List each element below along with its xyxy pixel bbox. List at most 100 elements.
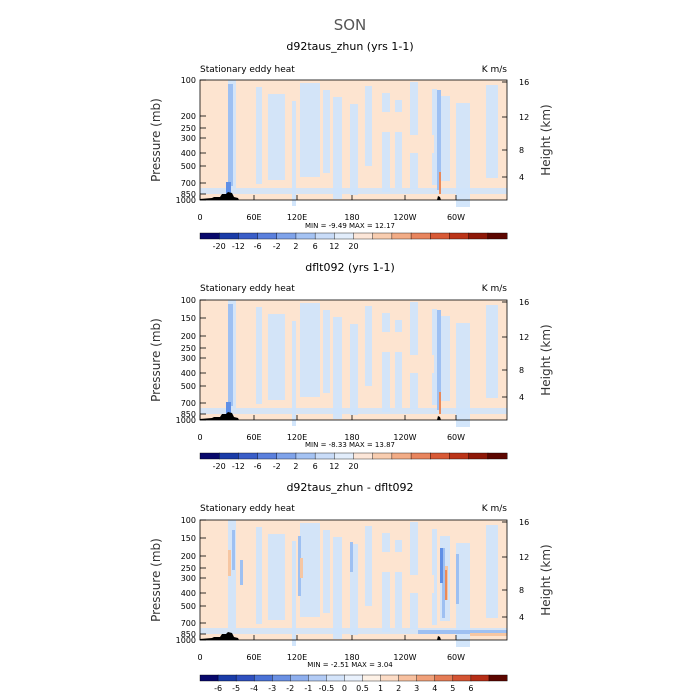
- field-negative-patch: [365, 306, 372, 386]
- terrain-mask: [200, 632, 239, 640]
- y-tick-label: 700: [181, 399, 196, 408]
- y-tick-label: 500: [181, 162, 196, 171]
- y-tick-label: 400: [181, 149, 196, 158]
- terrain-mask: [437, 416, 441, 420]
- field-negative-patch: [350, 324, 358, 415]
- colorbar-box: [295, 232, 316, 240]
- y-axis-title: Pressure (mb): [149, 538, 163, 622]
- y-right-axis-title: Height (km): [539, 104, 553, 175]
- colorbar-box: [235, 674, 255, 682]
- y-right-tick-label: 8: [519, 586, 524, 595]
- colorbar-box: [398, 674, 418, 682]
- y-tick-label: 200: [181, 332, 196, 341]
- colorbar-box: [326, 674, 345, 682]
- y-right-tick-label: 16: [519, 298, 529, 307]
- panel-1: d92taus_zhun (yrs 1-1) Stationary eddy he…: [149, 40, 553, 251]
- colorbar-tick-label: 2: [396, 684, 401, 693]
- y-tick-label: 850: [181, 630, 196, 639]
- x-tick-label: 120E: [287, 213, 307, 222]
- colorbar-box: [238, 232, 259, 240]
- field-negative-patch: [300, 83, 320, 177]
- field-negative-patch: [395, 100, 402, 188]
- terrain-mask: [437, 636, 441, 640]
- colorbar-tick-label: -0.5: [319, 684, 335, 693]
- panel-right-label: K m/s: [482, 65, 508, 75]
- panel-title: d92taus_zhun - dflt092: [286, 481, 413, 494]
- x-tick-label: 120E: [287, 653, 307, 662]
- colorbar-box: [199, 232, 220, 240]
- colorbar-box: [430, 232, 450, 240]
- x-tick-label: 120W: [393, 653, 416, 662]
- colorbar-box: [416, 674, 436, 682]
- colorbar-tick-label: -20: [213, 462, 226, 471]
- min-max-label: MIN = -9.49 MAX = 12.17: [305, 222, 395, 230]
- colorbar-box: [430, 452, 450, 460]
- field-negative-patch: [323, 90, 330, 173]
- field-negative-patch: [333, 317, 342, 419]
- x-tick-label: 180: [344, 433, 359, 442]
- field-negative-patch: [333, 97, 342, 199]
- colorbar-box: [334, 452, 354, 460]
- field-negative-core: [437, 90, 441, 190]
- colorbar-box: [391, 232, 412, 240]
- colorbar-box: [218, 232, 239, 240]
- panel-right-label: K m/s: [482, 504, 508, 514]
- colorbar-box: [434, 674, 454, 682]
- x-tick-label: 60E: [246, 653, 261, 662]
- colorbar-box: [199, 674, 219, 682]
- plot-frame: [199, 299, 508, 421]
- colorbar-box: [308, 674, 327, 682]
- colorbar-box: [290, 674, 309, 682]
- field-positive-core: [470, 633, 507, 636]
- colorbar-box: [372, 452, 393, 460]
- field-negative-patch: [365, 526, 372, 606]
- min-max-label: MIN = -8.33 MAX = 13.87: [305, 441, 395, 449]
- y-tick-label: 1000: [176, 636, 196, 645]
- colorbar-box: [380, 674, 400, 682]
- colorbar-box: [391, 452, 412, 460]
- field-negative-patch: [256, 527, 262, 624]
- y-tick-label: 500: [181, 602, 196, 611]
- colorbar-box: [295, 452, 316, 460]
- colorbar-tick-label: -12: [232, 242, 245, 251]
- field-negative-core: [418, 630, 507, 634]
- field-negative-patch: [292, 101, 296, 206]
- field-positive-patch: [410, 575, 434, 593]
- field-positive-patch: [380, 112, 410, 132]
- colorbar-box: [272, 674, 291, 682]
- colorbar-box: [314, 232, 335, 240]
- x-tick-label: 0: [197, 213, 202, 222]
- field-negative-core: [226, 182, 231, 194]
- field-negative-patch: [292, 541, 296, 646]
- y-right-tick-label: 12: [519, 113, 529, 122]
- terrain-mask: [200, 412, 239, 420]
- field-negative-core: [228, 84, 233, 186]
- field-negative-core: [442, 548, 445, 618]
- colorbar-box: [218, 452, 239, 460]
- field-negative-core: [350, 542, 353, 572]
- field-negative-patch: [200, 408, 507, 414]
- colorbar-tick-label: -6: [254, 462, 262, 471]
- colorbar-tick-label: 6: [468, 684, 473, 693]
- field-negative-patch: [395, 540, 402, 628]
- field-positive-patch: [410, 355, 434, 373]
- field-negative-patch: [228, 520, 236, 628]
- field-negative-patch: [365, 86, 372, 166]
- colorbar-tick-label: -1: [304, 684, 312, 693]
- field-positive-patch: [380, 332, 410, 352]
- field-negative-core: [240, 560, 243, 585]
- field-positive-core: [445, 570, 447, 600]
- colorbar-tick-label: 1: [378, 684, 383, 693]
- y-right-tick-label: 16: [519, 518, 529, 527]
- panel-3: d92taus_zhun - dflt092 Stationary eddy he…: [149, 481, 553, 693]
- y-right-axis-title: Height (km): [539, 324, 553, 395]
- y-axis-title: Pressure (mb): [149, 98, 163, 182]
- field-positive-patch: [380, 552, 410, 572]
- colorbar-box: [276, 452, 297, 460]
- colorbar-tick-label: 20: [348, 242, 358, 251]
- colorbar-box: [487, 452, 508, 460]
- y-tick-label: 250: [181, 124, 196, 133]
- field-negative-patch: [200, 188, 507, 194]
- plot-frame: [199, 79, 508, 201]
- panel-title: dflt092 (yrs 1-1): [305, 261, 395, 274]
